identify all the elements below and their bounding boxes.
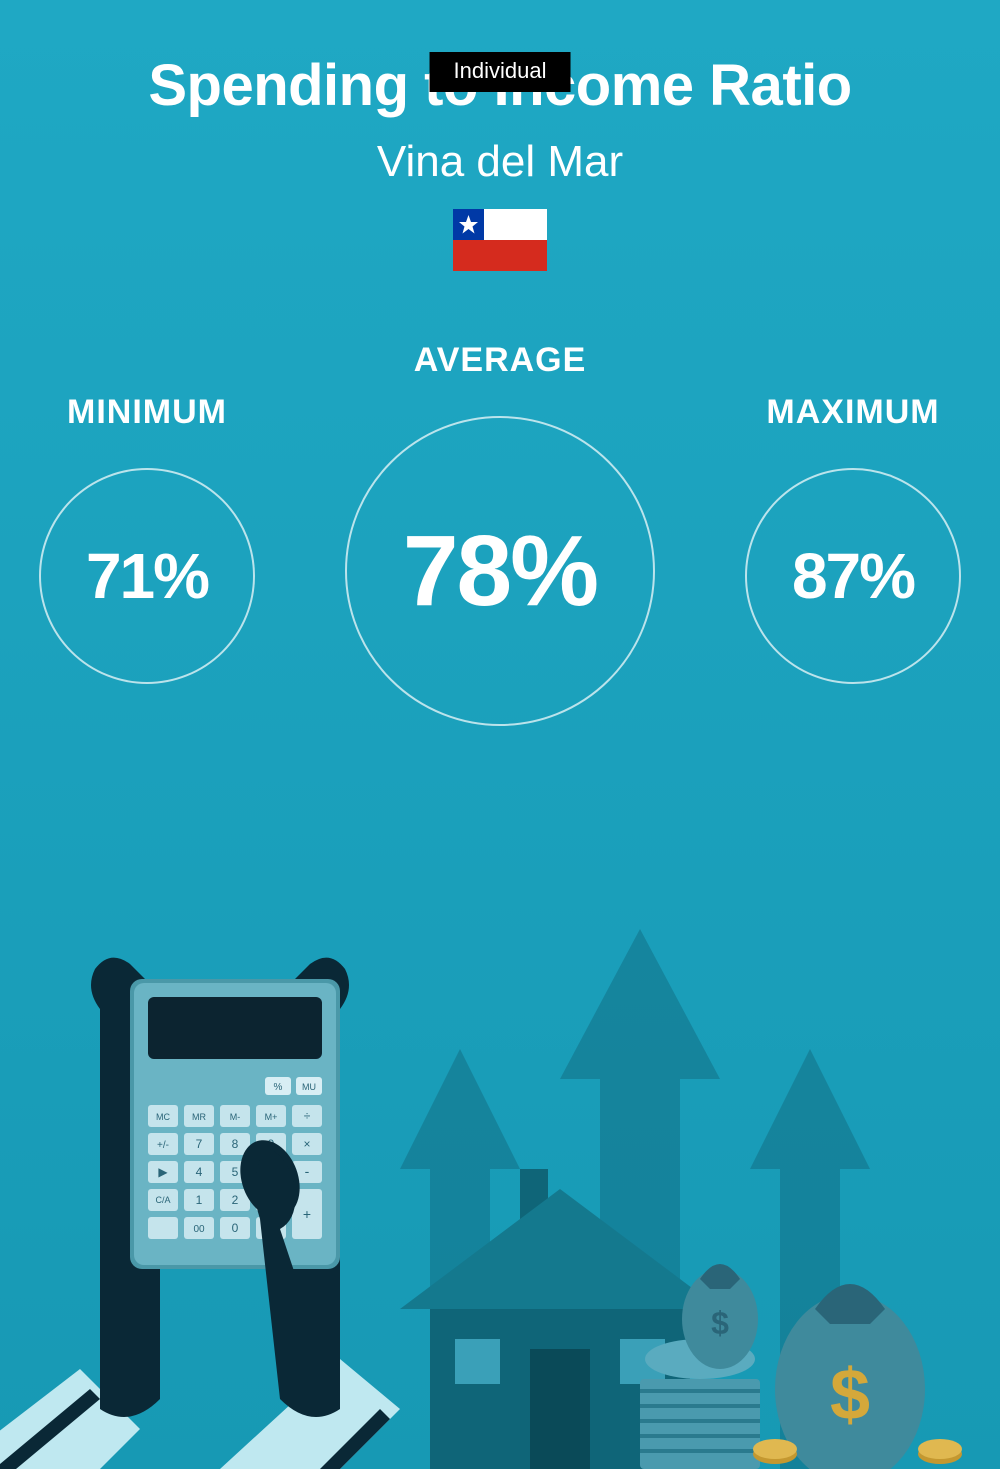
svg-text:+: + [303,1206,311,1222]
location-subtitle: Vina del Mar [0,137,1000,187]
svg-text:MR: MR [192,1112,206,1122]
svg-text:▶: ▶ [158,1165,168,1179]
money-bag-small-icon: $ [682,1264,758,1369]
svg-text:$: $ [830,1355,870,1435]
svg-text:2: 2 [232,1193,239,1207]
stat-maximum: MAXIMUM 87% [745,393,961,684]
svg-text:1: 1 [196,1193,203,1207]
stat-maximum-value: 87% [792,539,914,613]
svg-text:×: × [303,1137,310,1151]
svg-text:%: % [274,1082,283,1093]
stat-minimum-label: MINIMUM [67,393,227,432]
stat-average-value: 78% [403,514,597,629]
stats-row: MINIMUM 71% AVERAGE 78% MAXIMUM 87% [0,341,1000,726]
svg-text:MC: MC [156,1112,170,1122]
stat-average: AVERAGE 78% [345,341,655,726]
svg-text:5: 5 [232,1165,239,1179]
svg-text:8: 8 [232,1137,239,1151]
svg-text:+/-: +/- [157,1140,169,1151]
stat-average-label: AVERAGE [414,341,587,380]
svg-text:0: 0 [232,1221,239,1235]
stat-average-circle: 78% [345,416,655,726]
svg-text:÷: ÷ [304,1109,311,1123]
category-badge: Individual [430,52,571,92]
stat-maximum-label: MAXIMUM [766,393,939,432]
decorative-illustration: $ $ % MU [0,849,1000,1469]
svg-text:M+: M+ [265,1112,278,1122]
svg-text:00: 00 [193,1224,205,1235]
country-flag-chile [453,209,547,271]
svg-text:C/A: C/A [155,1195,170,1205]
svg-text:-: - [305,1163,310,1179]
stat-minimum: MINIMUM 71% [39,393,255,684]
svg-text:M-: M- [230,1112,241,1122]
stat-minimum-circle: 71% [39,468,255,684]
hands-calculator-icon: % MU MC MR M- M+ ÷ +/- 7 8 9 × ▶ 4 5 [0,958,400,1469]
svg-text:MU: MU [302,1082,316,1092]
stat-minimum-value: 71% [86,539,208,613]
svg-text:7: 7 [196,1137,203,1151]
svg-text:4: 4 [196,1165,203,1179]
svg-text:$: $ [711,1305,729,1341]
stat-maximum-circle: 87% [745,468,961,684]
